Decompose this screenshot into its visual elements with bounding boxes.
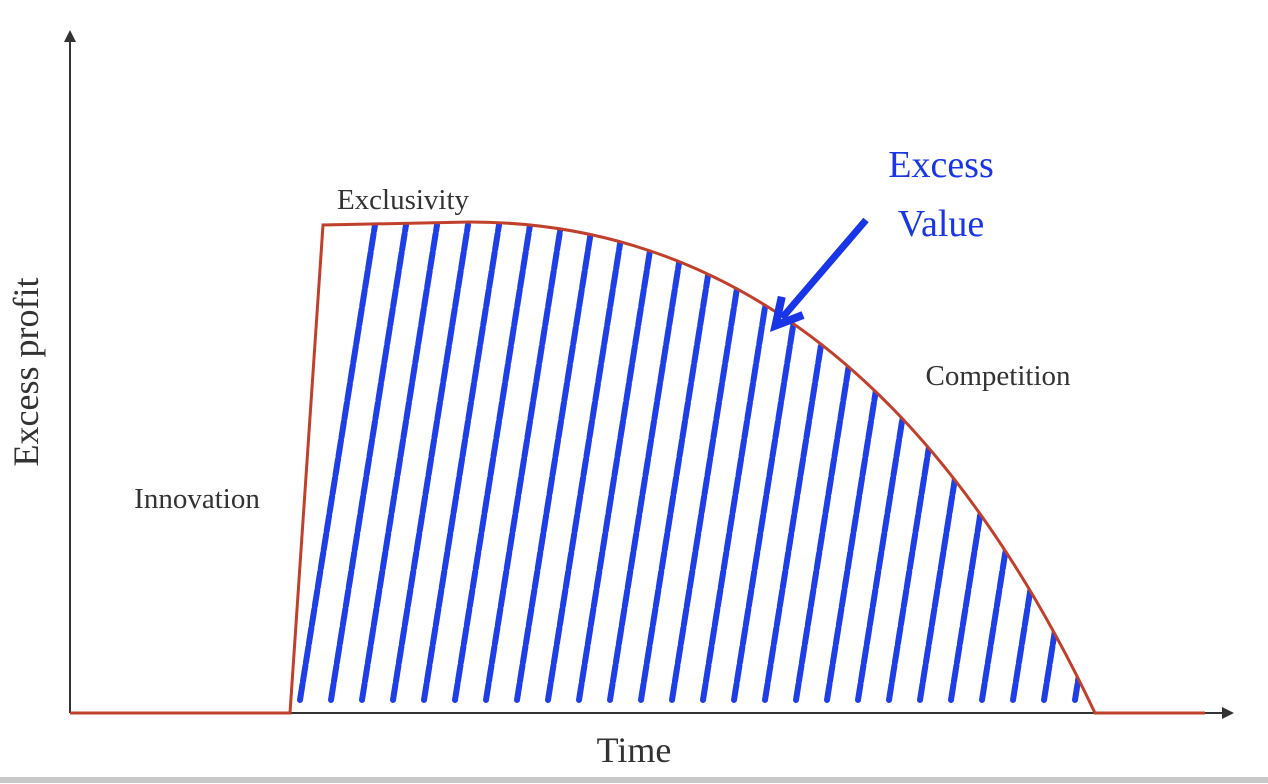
hatch-stroke <box>886 222 967 703</box>
profit-curve <box>70 220 1205 715</box>
hatch-stroke <box>669 222 750 703</box>
hatch-stroke <box>979 222 1060 703</box>
hatch-stroke <box>297 222 378 703</box>
annotation-arrow <box>770 217 869 332</box>
hatch-stroke <box>1072 222 1095 703</box>
hatch-stroke <box>328 222 409 703</box>
hatch-stroke <box>483 222 564 703</box>
annotation-text: Excess <box>888 144 994 186</box>
hatch-stroke <box>359 222 440 703</box>
hatch-stroke <box>1106 225 1181 700</box>
hatching <box>297 222 1181 703</box>
hatch-stroke <box>545 222 626 703</box>
hatch-stroke <box>576 222 657 703</box>
phase-label: Exclusivity <box>337 184 470 216</box>
hatch-stroke <box>638 222 719 703</box>
hatch-stroke <box>824 222 905 703</box>
hatch-stroke <box>607 222 688 703</box>
y-axis-label: Excess profit <box>6 278 46 467</box>
hatch-stroke <box>700 222 781 703</box>
hatch-stroke <box>390 222 471 703</box>
hatch-stroke <box>855 222 936 703</box>
hatch-stroke <box>452 222 533 703</box>
annotation-text: Value <box>898 203 985 245</box>
hatch-stroke <box>917 222 998 703</box>
hatch-stroke <box>948 222 1029 703</box>
hatch-stroke <box>421 222 502 703</box>
phase-label: Innovation <box>134 483 260 515</box>
hatch-stroke <box>793 222 874 703</box>
hatch-stroke <box>514 222 595 703</box>
x-axis-label: Time <box>597 730 672 770</box>
hatch-stroke <box>1041 222 1095 703</box>
phase-label: Competition <box>926 360 1072 392</box>
